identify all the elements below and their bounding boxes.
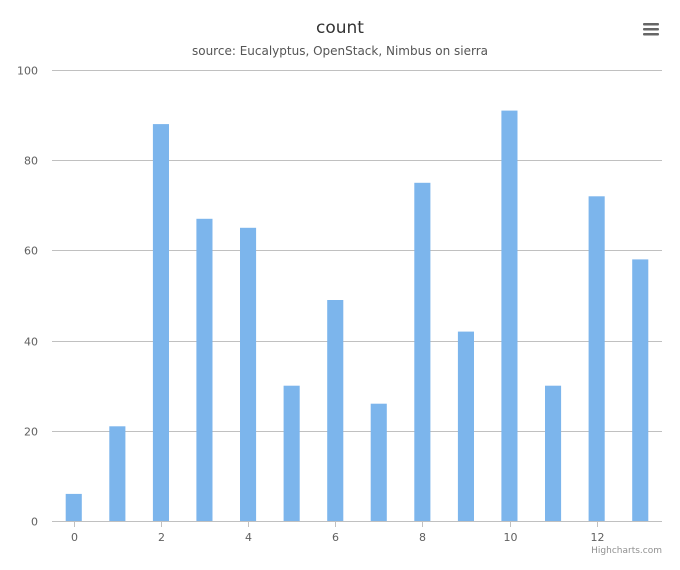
- x-tick-label: 12: [591, 531, 605, 544]
- y-tick-label: 0: [31, 516, 38, 529]
- y-tick-label: 20: [24, 426, 38, 439]
- bar[interactable]: [196, 218, 213, 522]
- x-tick-label: 4: [245, 531, 252, 544]
- x-tick-label: 0: [71, 531, 78, 544]
- x-tick-label: 6: [332, 531, 339, 544]
- y-tick-label: 40: [24, 336, 38, 349]
- bar-series: [65, 110, 649, 522]
- bar[interactable]: [370, 403, 387, 521]
- y-tick-label: 80: [24, 155, 38, 168]
- bar[interactable]: [283, 385, 300, 521]
- y-axis-labels: 0 20 40 60 80 100: [17, 65, 38, 529]
- bar[interactable]: [240, 227, 257, 522]
- x-tick-label: 2: [158, 531, 165, 544]
- chart-title: count: [316, 18, 364, 38]
- bar[interactable]: [109, 426, 126, 521]
- grid-lines: [52, 70, 662, 432]
- chart-subtitle: source: Eucalyptus, OpenStack, Nimbus on…: [192, 44, 488, 58]
- hamburger-menu-icon[interactable]: [636, 16, 666, 42]
- credits-link[interactable]: Highcharts.com: [591, 546, 662, 556]
- y-tick-label: 100: [17, 65, 38, 78]
- bar[interactable]: [588, 196, 605, 522]
- bar[interactable]: [501, 110, 518, 521]
- bar[interactable]: [632, 259, 649, 521]
- bar[interactable]: [414, 182, 431, 522]
- bar[interactable]: [152, 124, 169, 521]
- x-axis: 0 2 4 6 8 10 12: [52, 521, 662, 544]
- bar[interactable]: [545, 385, 562, 521]
- bar[interactable]: [327, 300, 344, 521]
- bar[interactable]: [457, 331, 474, 521]
- y-tick-label: 60: [24, 245, 38, 258]
- bar[interactable]: [65, 493, 82, 521]
- x-tick-label: 8: [419, 531, 426, 544]
- x-tick-label: 10: [504, 531, 518, 544]
